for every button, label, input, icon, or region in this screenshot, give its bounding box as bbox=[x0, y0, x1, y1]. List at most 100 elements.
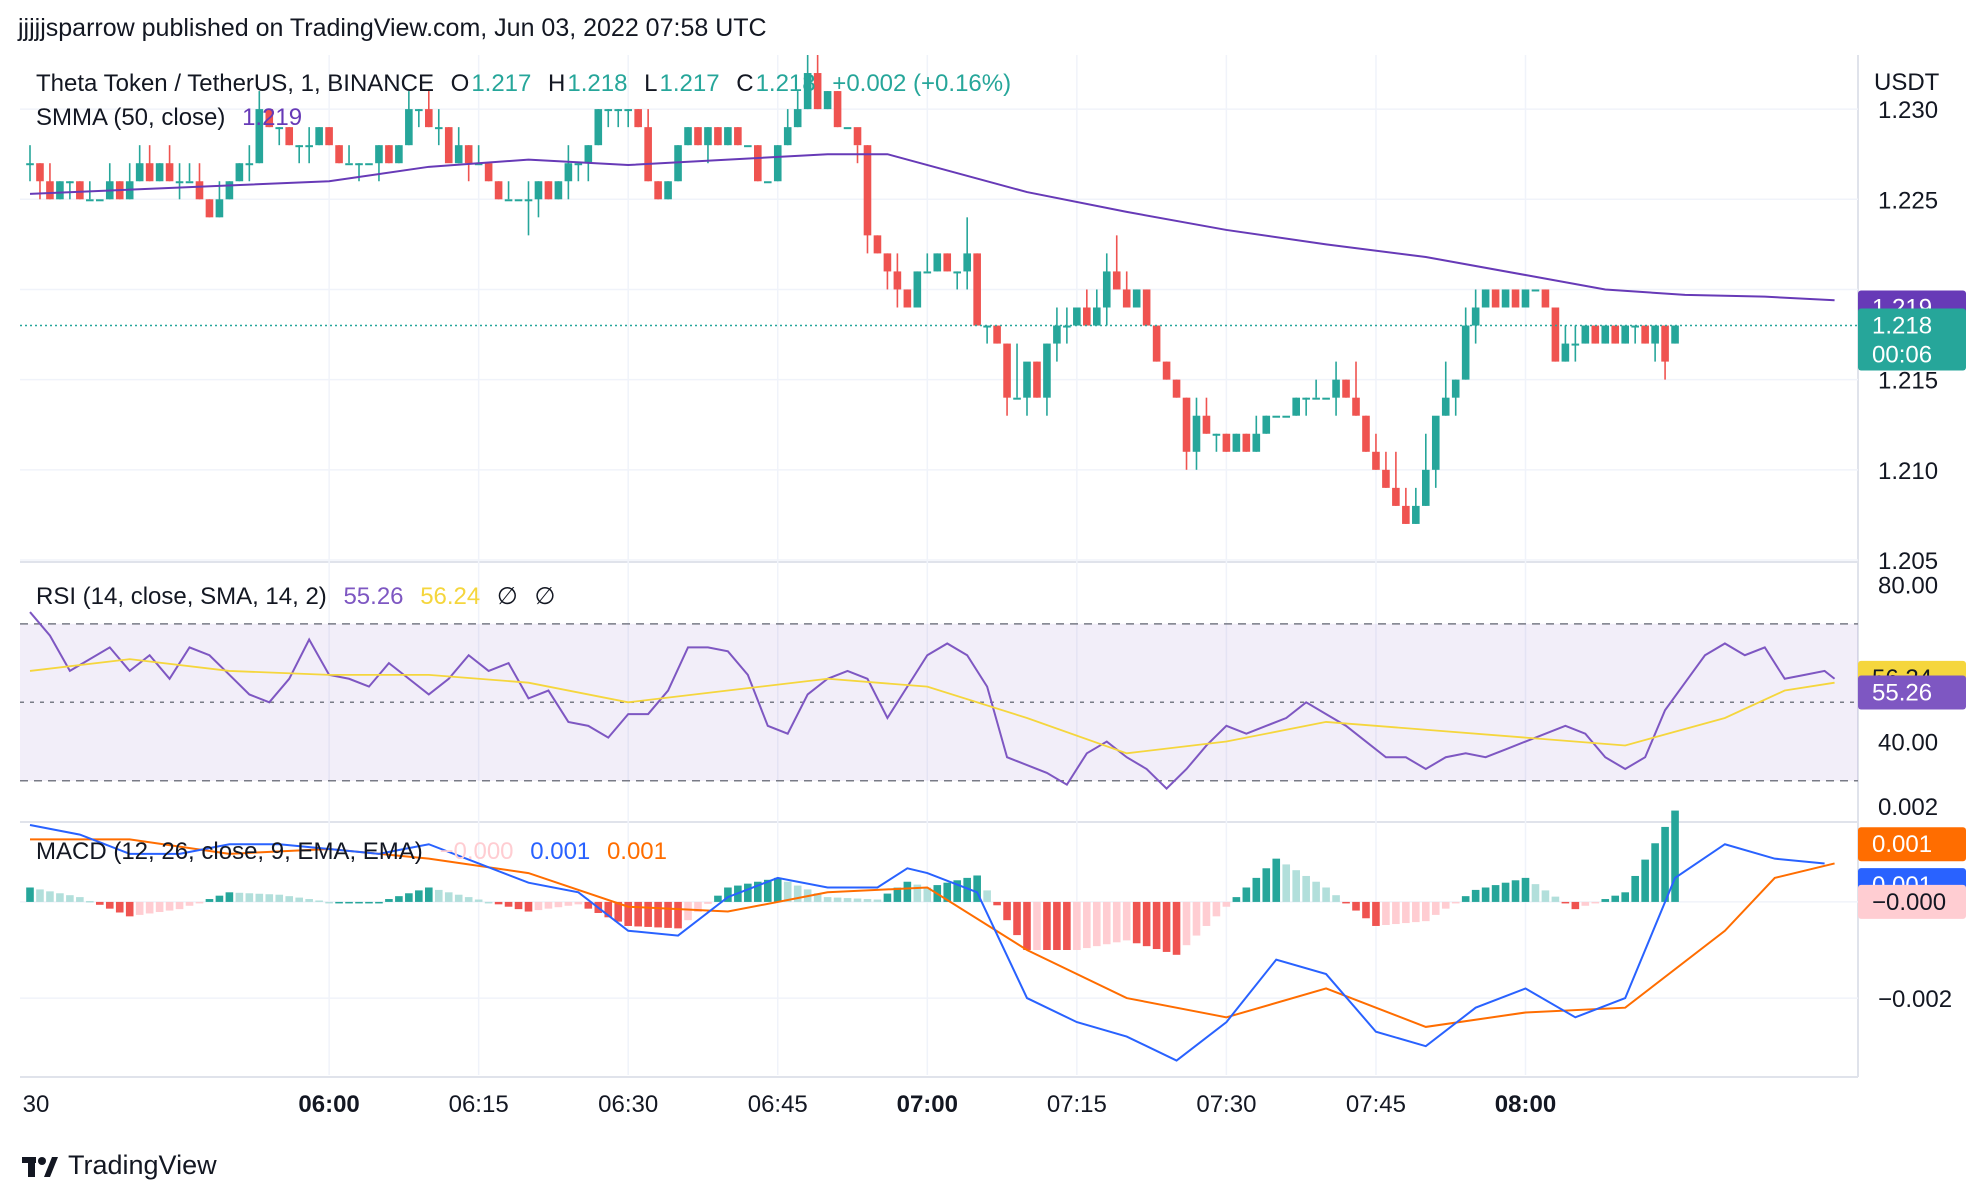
candle-body bbox=[1043, 343, 1051, 398]
candle-body bbox=[1073, 307, 1081, 326]
macd-histogram-bar bbox=[1631, 875, 1639, 902]
candle-body bbox=[1362, 415, 1370, 452]
candle-body bbox=[434, 127, 443, 130]
macd-histogram-bar bbox=[1621, 892, 1629, 902]
candle-body bbox=[285, 127, 294, 146]
last-price-tag-bg bbox=[1858, 308, 1966, 371]
macd-histogram-bar bbox=[464, 897, 473, 902]
macd-histogram-bar bbox=[125, 901, 134, 917]
macd-histogram-bar bbox=[1322, 887, 1330, 902]
candle-body bbox=[953, 271, 962, 274]
candle-body bbox=[36, 163, 44, 182]
candle-body bbox=[1531, 289, 1540, 292]
macd-histogram-bar bbox=[1372, 901, 1380, 926]
macd-histogram-bar bbox=[1282, 864, 1291, 902]
macd-histogram-bar bbox=[953, 880, 962, 902]
macd-histogram-bar bbox=[66, 895, 74, 902]
macd-histogram-bar bbox=[1222, 901, 1231, 907]
macd-histogram-bar bbox=[973, 875, 981, 902]
candle-body bbox=[325, 127, 333, 146]
candle-body bbox=[1122, 289, 1131, 308]
macd-histogram-bar bbox=[295, 897, 303, 902]
candle-body bbox=[963, 253, 971, 272]
candle-body bbox=[694, 127, 702, 146]
macd-histogram-bar bbox=[1601, 899, 1610, 902]
candle-body bbox=[913, 271, 922, 308]
macd-histogram-bar bbox=[873, 899, 882, 902]
candle-body bbox=[1661, 325, 1669, 362]
macd-histogram-bar bbox=[564, 901, 573, 906]
candle-body bbox=[56, 181, 64, 200]
symbol-label[interactable]: Theta Token / TetherUS, 1, BINANCE bbox=[36, 70, 434, 97]
macd-histogram-bar bbox=[1142, 901, 1151, 947]
macd-histogram-bar bbox=[1661, 826, 1669, 902]
macd-histogram-bar bbox=[1043, 901, 1051, 950]
macd-histogram-bar bbox=[1102, 901, 1111, 945]
macd-histogram-bar bbox=[76, 897, 84, 902]
low-value: 1.217 bbox=[659, 70, 720, 97]
high-label: H bbox=[548, 70, 566, 97]
macd-histogram-bar bbox=[1152, 901, 1161, 950]
macd-histogram-bar bbox=[255, 893, 264, 902]
close-label: C bbox=[736, 70, 754, 97]
macd-histogram-bar bbox=[1481, 887, 1490, 902]
candle-body bbox=[1611, 325, 1620, 344]
rsi-sma-value: 56.24 bbox=[420, 583, 481, 610]
rsi-legend: RSI (14, close, SMA, 14, 2) 55.26 56.24 … bbox=[36, 582, 565, 611]
tradingview-logo[interactable]: TradingView bbox=[22, 1150, 217, 1181]
candle-body bbox=[46, 181, 54, 200]
candle-body bbox=[1222, 433, 1231, 452]
candle-body bbox=[444, 127, 453, 164]
candle-body bbox=[305, 145, 313, 148]
candle-body bbox=[684, 127, 692, 146]
time-tick-label: 08:00 bbox=[1495, 1091, 1556, 1118]
candle-body bbox=[933, 253, 942, 272]
close-value: 1.218 bbox=[755, 70, 816, 97]
price-tick-label: 1.230 bbox=[1878, 97, 1938, 124]
candle-body bbox=[1581, 325, 1590, 344]
smma-line bbox=[29, 153, 1835, 302]
macd-histogram-bar bbox=[684, 901, 692, 921]
macd-histogram-bar bbox=[1581, 901, 1590, 906]
candle-body bbox=[1312, 397, 1320, 400]
macd-histogram-bar bbox=[345, 901, 353, 904]
candle-body bbox=[1372, 451, 1380, 470]
macd-histogram-bar bbox=[823, 897, 832, 902]
high-value: 1.218 bbox=[567, 70, 628, 97]
macd-histogram-bar bbox=[514, 901, 523, 910]
macd-histogram-bar bbox=[86, 900, 94, 903]
candle-body bbox=[1192, 415, 1201, 452]
candle-body bbox=[385, 145, 393, 164]
macd-histogram-bar bbox=[793, 885, 802, 902]
macd-histogram-bar bbox=[1332, 895, 1340, 902]
candle-body bbox=[883, 253, 892, 272]
smma-value: 1.219 bbox=[242, 104, 303, 131]
candle-body bbox=[454, 145, 463, 164]
candle-body bbox=[893, 271, 902, 290]
macd-histogram-bar bbox=[1441, 901, 1450, 909]
candle-body bbox=[1063, 325, 1071, 328]
macd-histogram-bar bbox=[773, 877, 782, 902]
macd-label[interactable]: MACD (12, 26, close, 9, EMA, EMA) bbox=[36, 838, 423, 865]
price-axis-currency: USDT bbox=[1874, 69, 1940, 96]
rsi-line bbox=[29, 611, 1836, 791]
macd-histogram-bar bbox=[1402, 901, 1410, 924]
macd-histogram-bar bbox=[853, 898, 862, 902]
macd-histogram-bar bbox=[434, 889, 443, 902]
candlestick-series[interactable] bbox=[20, 55, 1858, 524]
candle-body bbox=[1431, 415, 1440, 470]
candle-body bbox=[853, 127, 862, 146]
macd-histogram-bar bbox=[754, 881, 762, 902]
macd-histogram-bar bbox=[225, 892, 234, 902]
macd-histogram-bar bbox=[993, 901, 1001, 906]
macd-histogram-bar bbox=[694, 901, 702, 913]
macd-histogram-bar bbox=[1112, 901, 1121, 943]
macd-histogram-bar bbox=[1122, 901, 1131, 941]
candle-body bbox=[335, 145, 343, 164]
candle-body bbox=[1013, 397, 1021, 400]
candle-body bbox=[1471, 307, 1480, 326]
rsi-extra-1: ∅ bbox=[496, 583, 518, 610]
smma-label[interactable]: SMMA (50, close) bbox=[36, 104, 226, 131]
rsi-label[interactable]: RSI (14, close, SMA, 14, 2) bbox=[36, 583, 327, 610]
